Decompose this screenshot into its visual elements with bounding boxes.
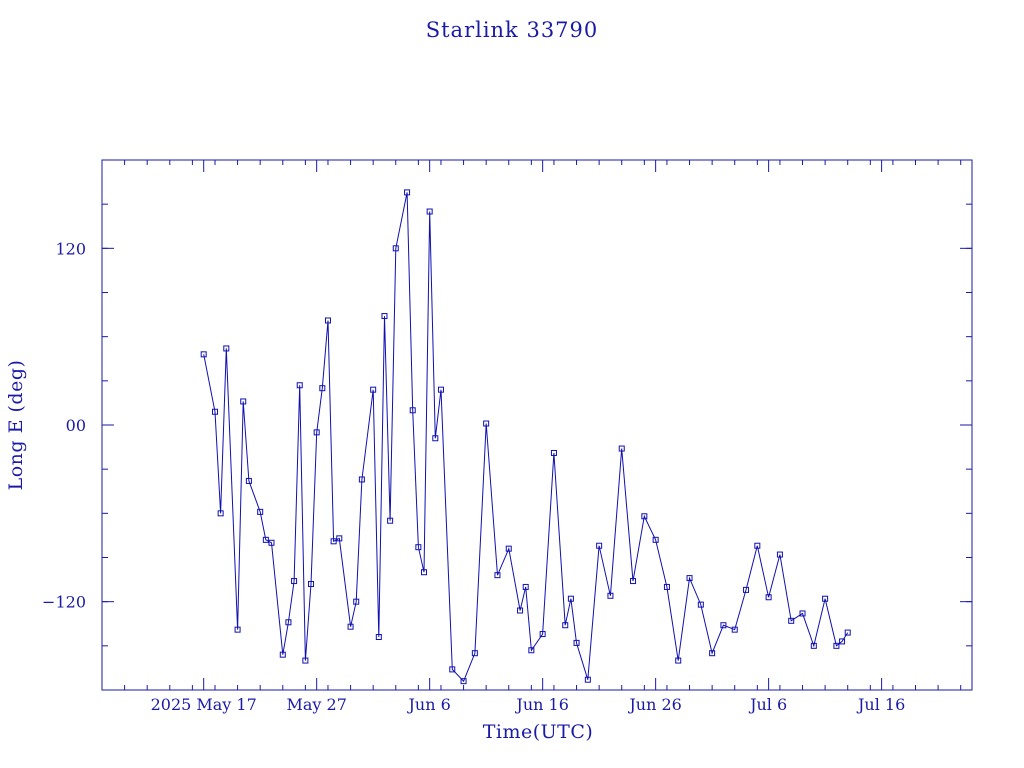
y-tick-labels: 120 00 −120: [42, 239, 86, 611]
x-tick-label: Jul 6: [748, 695, 787, 714]
data-point: [449, 666, 456, 673]
x-tick-label: Jun 6: [407, 695, 451, 714]
data-point: [308, 581, 315, 587]
data-point: [567, 595, 574, 602]
data-point: [404, 189, 411, 196]
data-point: [291, 578, 298, 585]
x-tick-labels: 2025 May 17 May 27 Jun 6 Jun 16 Jun 26 Jul 6 J…: [151, 695, 906, 714]
x-tick-label: Jul 16: [856, 695, 905, 714]
x-tick-label: 2025 May 17: [151, 695, 257, 714]
chart-title: Starlink 33790: [426, 18, 599, 42]
data-point: [268, 539, 275, 546]
data-point: [415, 544, 422, 551]
data-point: [285, 619, 292, 626]
data-point: [257, 508, 264, 515]
data-point: [765, 594, 772, 601]
data-point: [245, 477, 252, 484]
data-point: [522, 583, 529, 590]
data-point: [421, 569, 428, 576]
data-point: [618, 445, 625, 452]
data-point: [409, 407, 416, 414]
data-point: [799, 610, 806, 617]
data-point: [550, 449, 557, 456]
series-line: [203, 192, 849, 683]
data-point: [370, 386, 377, 393]
data-point: [234, 626, 241, 633]
data-point: [279, 651, 286, 658]
data-point: [630, 578, 637, 585]
data-point: [776, 551, 783, 558]
data-point: [844, 629, 851, 636]
data-point: [217, 510, 224, 517]
data-point: [200, 351, 207, 358]
data-point: [839, 638, 846, 645]
data-point: [336, 535, 343, 542]
data-point: [240, 398, 247, 405]
data-point: [663, 583, 670, 590]
data-point: [211, 408, 218, 415]
data-point: [641, 513, 648, 520]
data-point: [296, 382, 303, 389]
data-point: [353, 598, 360, 605]
x-tick-label: Jun 16: [514, 695, 568, 714]
data-point: [262, 536, 269, 543]
data-point: [731, 626, 738, 633]
data-point: [319, 385, 326, 392]
data-point: [596, 542, 603, 549]
data-point: [483, 420, 490, 427]
series-longitude: [200, 189, 851, 685]
data-point: [471, 650, 478, 657]
data-point: [517, 607, 524, 614]
data-point: [720, 622, 727, 629]
data-point: [426, 208, 433, 215]
y-axis-label: Long E (deg): [5, 360, 27, 491]
data-point: [223, 345, 230, 352]
axis-ticks: [101, 159, 972, 691]
data-point: [743, 586, 750, 593]
data-point: [754, 542, 761, 549]
data-point: [686, 575, 693, 582]
data-point: [324, 317, 331, 324]
data-point: [494, 572, 501, 579]
x-axis-label: Time(UTC): [483, 721, 594, 743]
data-point: [392, 245, 399, 252]
data-point: [539, 631, 546, 638]
data-point: [652, 536, 659, 543]
data-point: [375, 634, 382, 640]
data-point: [505, 545, 512, 552]
data-point: [788, 617, 795, 624]
data-point: [330, 538, 337, 545]
data-point: [381, 313, 388, 320]
data-point: [697, 601, 704, 608]
data-point: [387, 517, 394, 524]
plot-frame: [101, 159, 973, 691]
data-point: [573, 639, 580, 646]
x-tick-label: May 27: [286, 695, 346, 714]
data-point: [822, 595, 829, 602]
data-point: [437, 386, 444, 393]
y-tick-label: −120: [42, 593, 86, 612]
data-point: [358, 476, 365, 483]
y-tick-label: 00: [66, 416, 86, 435]
y-tick-label: 120: [55, 239, 86, 258]
data-point: [833, 642, 840, 649]
data-point: [607, 592, 614, 599]
data-point: [528, 647, 535, 654]
data-point: [347, 623, 354, 630]
data-point: [709, 650, 716, 657]
data-point: [562, 622, 569, 629]
data-point: [584, 676, 591, 683]
x-tick-label: Jun 26: [627, 695, 681, 714]
data-point: [313, 429, 320, 436]
data-point: [302, 657, 309, 664]
data-point: [810, 642, 817, 649]
data-point: [675, 657, 682, 664]
data-point: [460, 678, 467, 685]
data-point: [432, 435, 439, 442]
